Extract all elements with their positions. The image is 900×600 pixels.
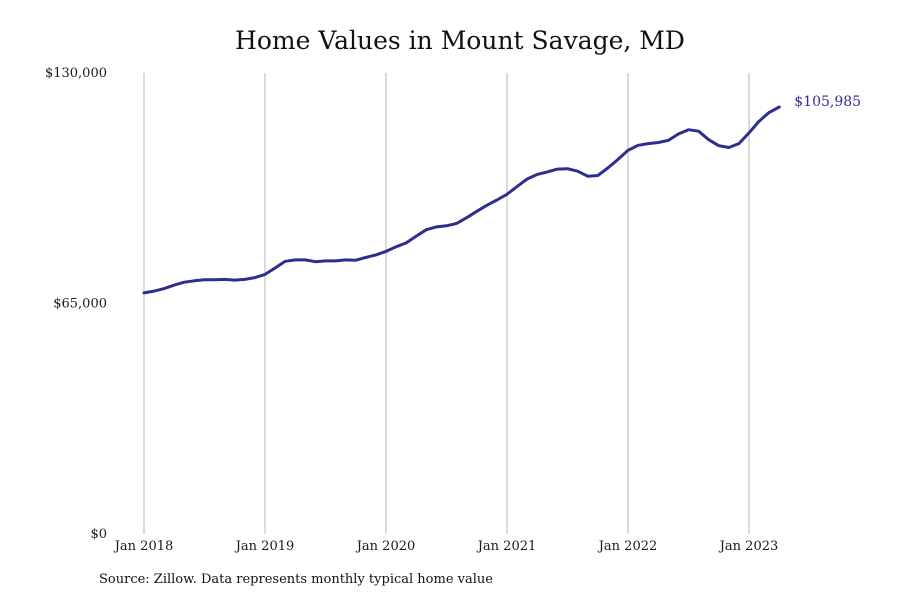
y-tick-label: $130,000 — [45, 66, 107, 81]
x-tick-label: Jan 2019 — [234, 539, 295, 554]
x-tick-label: Jan 2022 — [597, 539, 658, 554]
y-axis-tick-labels: $0 $65,000 $130,000 — [45, 66, 107, 542]
x-tick-label: Jan 2020 — [355, 539, 416, 554]
series-line-home-value — [142, 105, 781, 295]
last-value-label: $105,985 — [794, 94, 861, 110]
x-tick-label: Jan 2021 — [476, 539, 537, 554]
gridlines — [143, 73, 750, 534]
x-tick-label: Jan 2018 — [113, 539, 174, 554]
x-tick-label: Jan 2023 — [718, 539, 779, 554]
y-tick-label: $0 — [90, 527, 107, 542]
source-note: Source: Zillow. Data represents monthly … — [99, 572, 493, 587]
y-tick-label: $65,000 — [53, 297, 107, 312]
chart-title: Home Values in Mount Savage, MD — [235, 26, 685, 55]
x-axis-tick-labels: Jan 2018 Jan 2019 Jan 2020 Jan 2021 Jan 2022… — [113, 539, 779, 554]
